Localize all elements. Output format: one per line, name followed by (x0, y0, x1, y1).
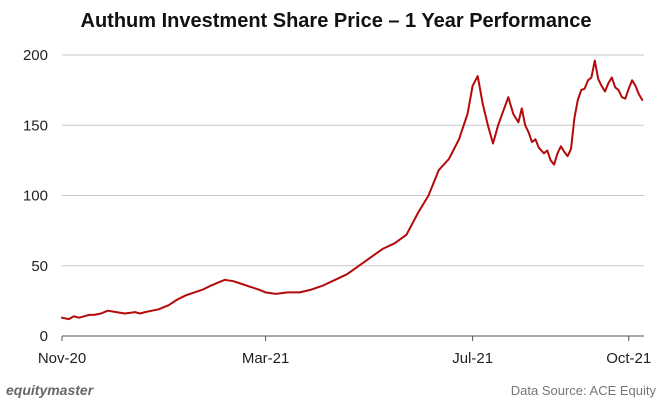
y-tick-label-0: 0 (40, 328, 48, 345)
x-tick-label-3: Oct-21 (606, 350, 651, 367)
series-layer (61, 59, 644, 321)
x-tick-label-2: Jul-21 (452, 350, 493, 367)
x-tick-label-1: Mar-21 (242, 350, 290, 367)
axes (61, 335, 644, 341)
tick-labels: 0 50 100 150 200 Nov-20 Mar-21 Jul-21 Oct-21 (23, 47, 651, 367)
y-tick-label-2: 100 (23, 188, 48, 205)
brand-logo: equitymaster (6, 382, 94, 398)
chart-title: Authum Investment Share Price – 1 Year P… (80, 10, 592, 32)
data-source-note: Data Source: ACE Equity (510, 383, 656, 398)
gridlines (62, 54, 644, 267)
y-tick-label-4: 200 (23, 47, 48, 64)
y-tick-label-1: 50 (31, 258, 48, 275)
series-line-0 (61, 59, 644, 321)
y-tick-label-3: 150 (23, 117, 48, 134)
x-tick-label-0: Nov-20 (38, 350, 86, 367)
